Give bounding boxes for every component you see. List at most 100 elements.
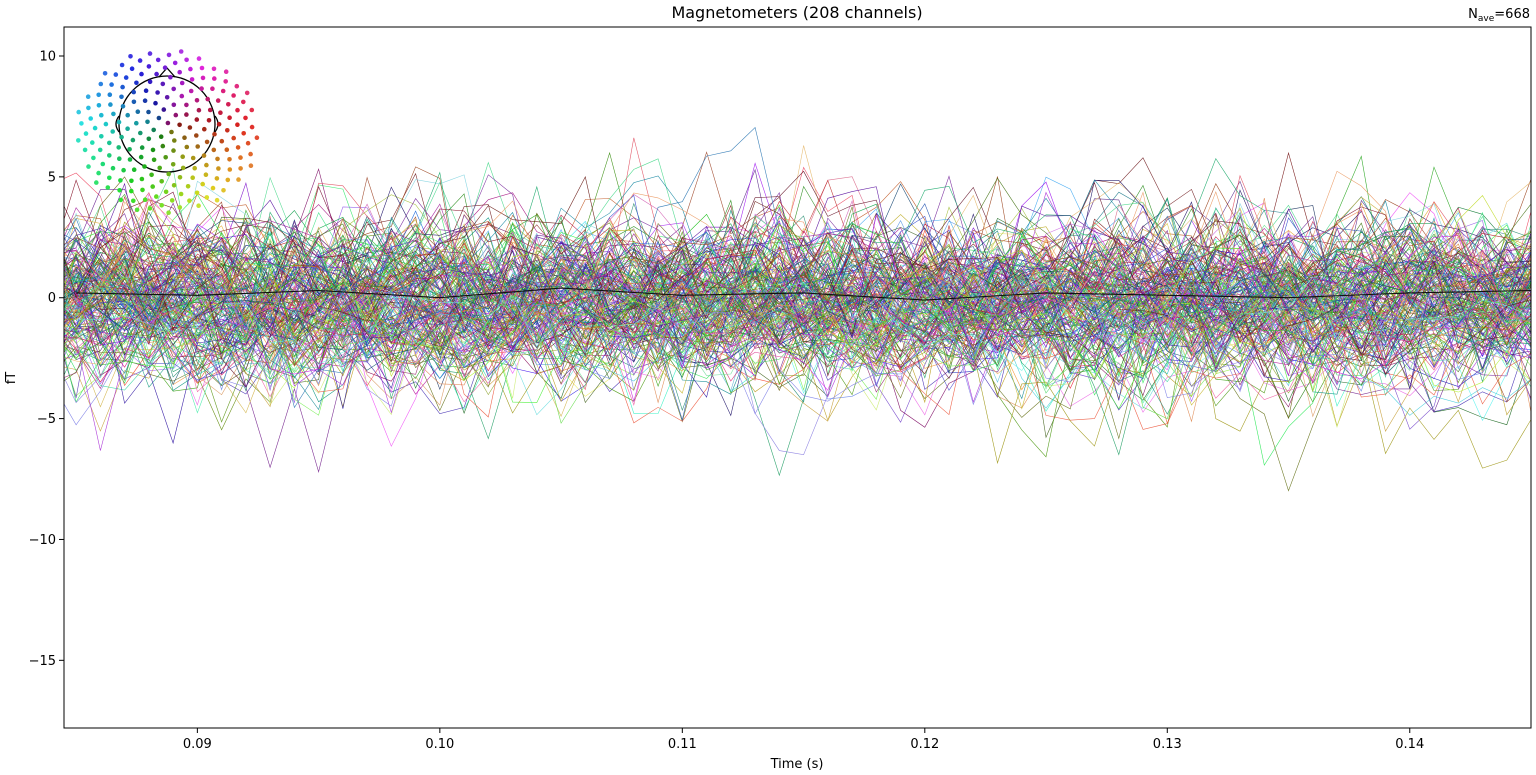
sensor-dot <box>160 143 166 149</box>
sensor-dot <box>76 138 81 143</box>
sensor-dot <box>135 109 141 114</box>
channel-trace <box>64 246 1531 339</box>
sensor-dot <box>117 188 122 193</box>
sensor-dot <box>220 88 226 94</box>
x-tick-label: 0.12 <box>910 737 939 752</box>
sensor-dot <box>138 130 143 136</box>
sensor-dot <box>107 175 112 181</box>
channel-trace <box>64 253 1531 408</box>
sensor-dot <box>119 62 125 68</box>
sensor-dot <box>212 76 217 81</box>
sensor-dot <box>244 90 250 96</box>
sensor-dot <box>146 109 151 115</box>
sensor-dot <box>131 99 137 105</box>
mean-trace <box>76 287 1531 301</box>
sensor-dot <box>231 135 236 141</box>
sensor-dot <box>200 75 206 81</box>
sensor-dot <box>142 164 147 169</box>
sensor-dot <box>200 181 205 187</box>
sensor-dot <box>179 80 185 86</box>
sensor-dot <box>243 115 248 121</box>
channel-trace <box>64 276 1531 378</box>
sensor-dot <box>108 102 113 107</box>
sensor-dot <box>107 140 112 146</box>
sensor-dot <box>192 165 197 171</box>
channel-trace <box>64 246 1531 339</box>
channel-trace <box>64 224 1531 311</box>
sensor-dot <box>163 189 169 195</box>
sensor-dot <box>249 107 255 113</box>
channel-trace <box>64 191 1531 451</box>
channel-trace <box>64 252 1531 400</box>
sensor-dot <box>177 175 183 180</box>
sensor-dot <box>184 144 190 150</box>
sensor-dot <box>151 157 157 163</box>
sensor-dot <box>211 147 217 153</box>
channel-trace <box>64 203 1531 340</box>
channel-trace <box>64 170 1531 388</box>
plot-frame <box>63 26 1532 729</box>
sensor-dot <box>231 93 236 98</box>
sensor-dot <box>79 121 84 126</box>
sensor-dot <box>139 71 144 77</box>
sensor-dot <box>212 131 217 137</box>
sensor-dot <box>202 126 207 132</box>
channel-traces <box>64 126 1531 492</box>
sensor-dot <box>142 98 148 103</box>
sensor-dot <box>225 128 230 133</box>
sensor-dot <box>125 112 130 118</box>
sensor-dot <box>159 179 164 184</box>
sensor-dot <box>153 100 158 106</box>
nave-annotation: Nave=668 <box>1468 7 1530 24</box>
sensor-dot <box>188 66 193 72</box>
sensor-dot <box>76 109 81 115</box>
sensor-dot <box>127 147 132 152</box>
sensor-dot <box>150 147 156 153</box>
sensor-dot <box>238 155 243 160</box>
sensor-dot <box>165 120 171 126</box>
sensor-dot <box>161 107 167 112</box>
sensor-dot <box>216 121 222 127</box>
sensor-dot <box>134 120 139 126</box>
sensor-dot <box>110 165 116 171</box>
x-tick-label: 0.09 <box>183 737 212 752</box>
sensor-dot <box>139 145 145 150</box>
sensor-dot <box>157 165 162 171</box>
sensor-dot <box>99 134 104 139</box>
sensor-dot <box>147 79 153 85</box>
sensor-dot <box>194 190 200 196</box>
sensor-dot <box>151 127 156 133</box>
sensor-dot <box>109 82 114 87</box>
sensor-dot <box>180 165 186 171</box>
sensor-dot <box>113 72 119 77</box>
chart-title: Magnetometers (208 channels) <box>671 3 922 22</box>
sensor-dot <box>204 139 210 145</box>
sensor-dot <box>194 133 199 138</box>
sensor-dot <box>171 183 177 188</box>
sensor-dot <box>219 138 225 144</box>
channel-trace <box>64 126 1531 409</box>
sensor-dot <box>158 134 164 139</box>
channel-trace <box>64 234 1531 426</box>
channel-trace <box>64 229 1531 392</box>
channel-trace <box>64 223 1531 366</box>
sensor-dot <box>155 90 160 95</box>
sensor-dot <box>103 121 109 127</box>
sensor-dot <box>194 98 200 103</box>
channel-trace <box>64 197 1531 352</box>
sensor-dot <box>185 184 191 189</box>
sensor-dot <box>226 102 231 107</box>
sensor-dot <box>184 57 189 63</box>
sensor-dot <box>235 122 240 127</box>
sensor-dot <box>149 172 154 178</box>
channel-trace <box>64 192 1531 390</box>
sensor-dot <box>215 98 221 103</box>
channel-trace <box>64 212 1531 445</box>
sensor-dot <box>142 197 148 202</box>
sensor-dot <box>116 145 121 150</box>
sensor-dot <box>173 112 179 118</box>
sensor-dot <box>129 188 134 194</box>
sensor-dot <box>110 129 115 134</box>
sensor-dot <box>206 118 212 123</box>
sensor-dot <box>204 195 210 200</box>
